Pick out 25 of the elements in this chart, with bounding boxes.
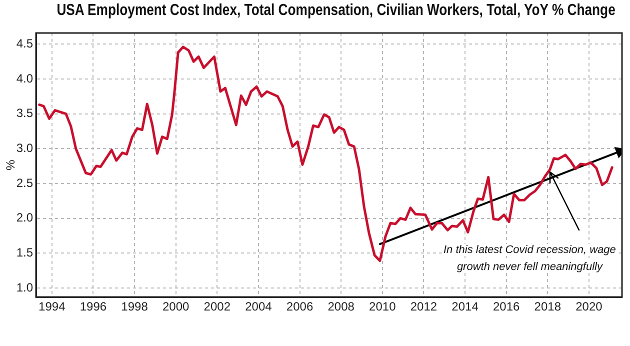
y-tick-label: 4.0 (16, 71, 34, 86)
x-tick-label: 2018 (534, 300, 562, 314)
x-tick-label: 1994 (38, 300, 66, 314)
y-tick-label: 3.5 (16, 106, 34, 120)
y-tick-label: 4.5 (16, 36, 34, 50)
y-tick-label: 1.0 (16, 280, 34, 294)
x-tick-label: 2004 (245, 300, 272, 314)
x-tick-label: 2006 (286, 300, 314, 314)
x-tick-label: 2016 (492, 300, 520, 314)
y-tick-label: 1.5 (16, 245, 34, 260)
x-tick-label: 2014 (452, 300, 479, 314)
annotation: In this latest Covid recession, wage growth never fell meaningfully (443, 244, 616, 273)
x-tick-label: 2020 (576, 300, 603, 314)
y-tick-label: 3.0 (16, 140, 34, 155)
x-tick-label: 2010 (369, 300, 396, 314)
x-tick-label: 2000 (162, 300, 190, 314)
x-tick-label: 2002 (204, 300, 231, 314)
x-tick-label: 1998 (121, 300, 148, 314)
chart-title: USA Employment Cost Index, Total Compensation, Civilian Workers, Total, YoY % Change (56, 1, 616, 21)
y-tick-label: 2.0 (16, 210, 34, 225)
y-tick-label: 2.5 (16, 176, 34, 190)
y-axis-title: % (4, 159, 18, 170)
x-tick-label: 2012 (410, 300, 438, 314)
x-tick-label: 1996 (80, 300, 107, 314)
x-tick-label: 2008 (328, 300, 355, 314)
